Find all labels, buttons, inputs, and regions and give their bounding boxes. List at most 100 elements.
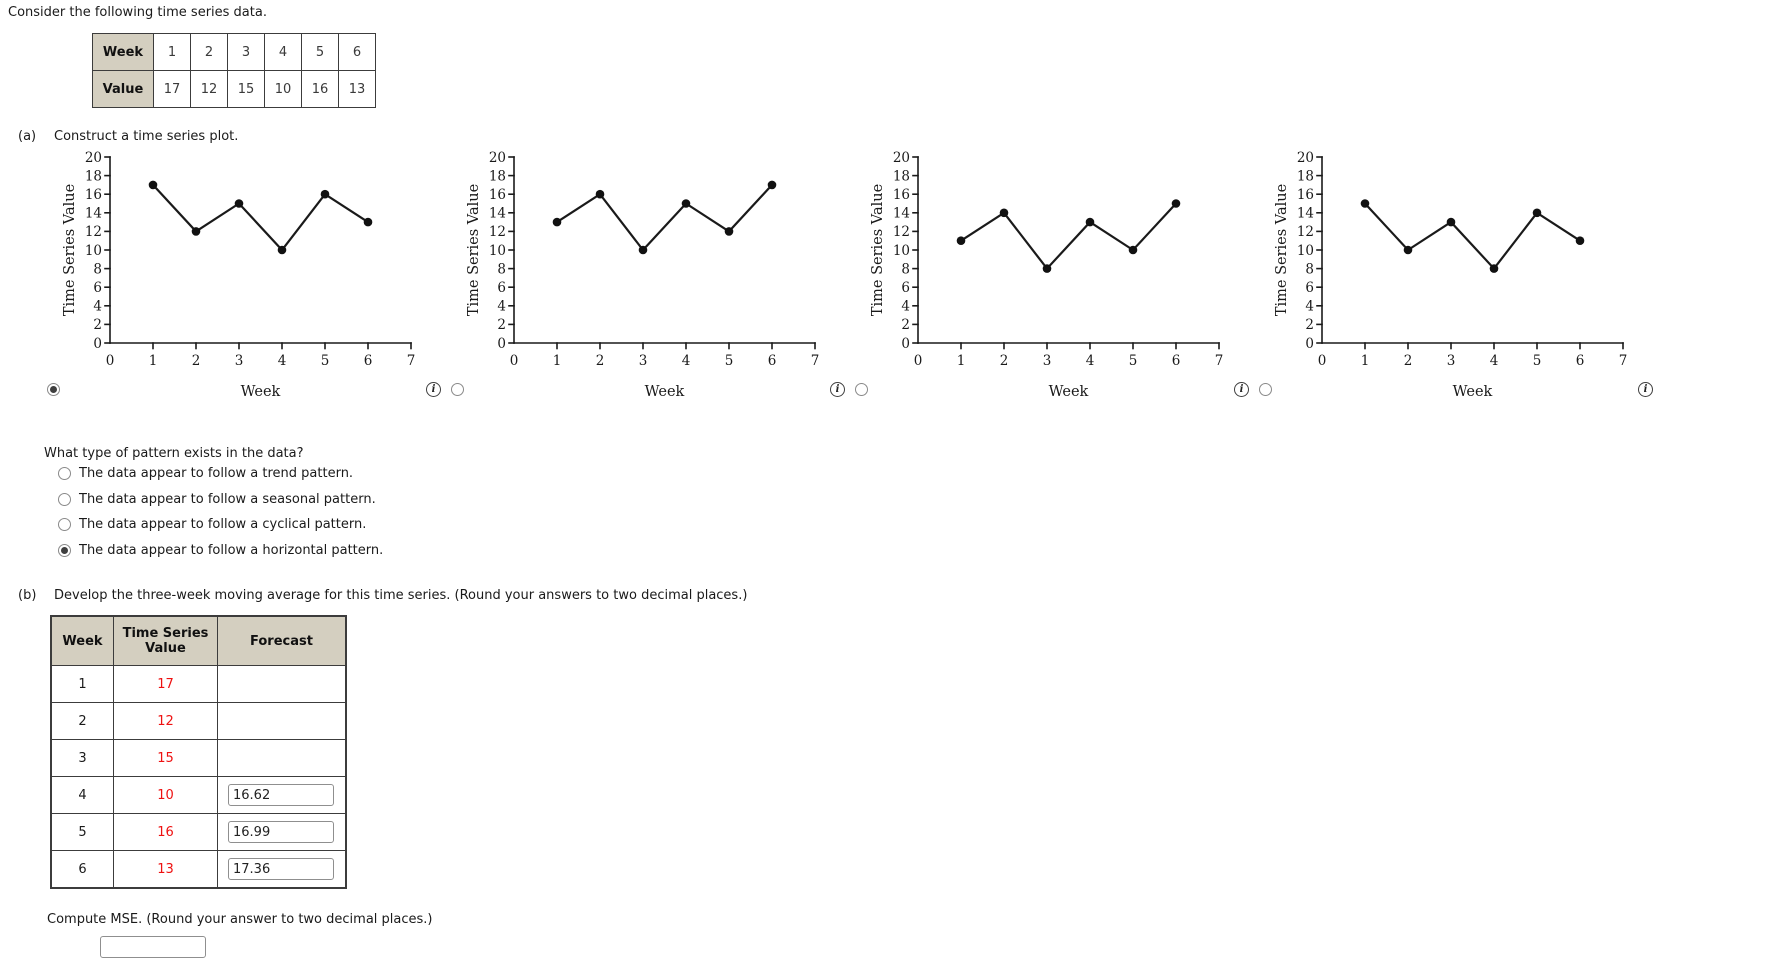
data-point [724,227,734,236]
chart-text: 14 [489,206,506,222]
chart-text: 8 [497,261,506,277]
chart-text: 12 [489,224,506,240]
data-point [1575,236,1585,245]
forecast-input-week-4[interactable] [228,784,334,806]
week-row-header: Week [92,33,154,71]
chart-option-radio-1[interactable] [47,383,60,396]
chart-text: 3 [1043,353,1052,369]
time-series-value-cell: 17 [113,665,218,703]
data-point [681,199,691,208]
week-column-header: Week [50,615,114,666]
table-row: Week Time Series Value Forecast [50,615,347,666]
chart-text: 6 [768,353,777,369]
table-row: 4 10 [50,776,347,814]
pattern-option-label: The data appear to follow a horizontal p… [79,542,384,558]
chart-text: 2 [93,317,102,333]
chart-text: 6 [901,280,910,296]
data-point [1128,245,1138,255]
chart-option-radio-2[interactable] [451,383,464,396]
chart-text: 0 [93,336,102,352]
data-point [595,189,605,199]
pattern-radio-3[interactable] [58,518,71,531]
forecast-input-week-5[interactable] [228,821,334,843]
part-a-prompt: Construct a time series plot. [54,129,239,144]
week-cell: 4 [50,776,114,814]
data-point [234,199,244,208]
chart-text: 20 [893,150,910,166]
mse-input[interactable] [100,936,206,958]
chart-text: 8 [93,261,102,277]
data-point [552,217,562,227]
chart-text: 8 [901,261,910,277]
data-point [1085,217,1095,227]
pattern-radio-2[interactable] [58,492,71,506]
chart-text: 16 [893,187,910,203]
forecast-cell [217,850,347,889]
week-cell: 1 [50,665,114,703]
chart-text: 12 [893,224,910,240]
page-title: Consider the following time series data. [8,5,267,20]
forecast-cell [217,813,347,851]
week-cell: 5 [301,33,339,71]
chart-text: 14 [893,206,910,222]
chart-text: 18 [893,168,910,184]
chart-text: 4 [93,299,102,315]
chart-text: 4 [1305,299,1314,315]
table-row: 1 17 [50,665,347,703]
chart-text: 6 [1172,353,1181,369]
data-point [956,236,966,245]
chart-text: 6 [364,353,373,369]
pattern-option[interactable]: The data appear to follow a trend patter… [58,466,383,481]
chart-text: 0 [1318,353,1327,369]
part-b-label: (b) [18,588,37,603]
chart-text: 0 [497,336,506,352]
chart-text: 18 [85,168,102,184]
chart-text: Week [1049,384,1089,400]
info-icon[interactable]: i [426,382,441,397]
chart-text: 5 [321,353,330,369]
chart-text: 12 [85,224,102,240]
chart-text: 0 [901,336,910,352]
chart-text: 10 [489,243,506,259]
data-point [148,180,158,190]
chart-text: 3 [1447,353,1456,369]
chart-text: 10 [85,243,102,259]
data-point [1360,199,1370,208]
value-cell: 15 [227,70,265,108]
chart-text: 7 [811,353,820,369]
chart-options-row: 0 2 4 6 8 10 12 14 16 18 20 0 1 2 3 4 5 6 7 Time Series Val… [0,133,1653,403]
pattern-radio-1[interactable] [58,467,71,480]
table-row: 2 12 [50,702,347,740]
chart-text: 4 [497,299,506,315]
mse-prompt: Compute MSE. (Round your answer to two d… [47,912,433,927]
pattern-option[interactable]: The data appear to follow a seasonal pat… [58,492,383,507]
info-icon[interactable]: i [1234,382,1249,397]
value-cell: 12 [190,70,228,108]
forecast-cell [217,739,347,777]
chart-text: 10 [1297,243,1314,259]
y-axis-label: Time Series Value [466,184,482,316]
chart-option-radio-4[interactable] [1259,383,1272,396]
chart-option-radio-3[interactable] [855,383,868,396]
data-point [1403,245,1413,255]
chart-text: 0 [1305,336,1314,352]
forecast-cell [217,665,347,703]
value-cell: 17 [153,70,191,108]
pattern-option[interactable]: The data appear to follow a horizontal p… [58,542,384,558]
chart-text: 2 [901,317,910,333]
chart-text: 7 [1215,353,1224,369]
info-icon[interactable]: i [1638,382,1653,397]
data-point [1489,264,1499,273]
table-row: 6 13 [50,850,347,889]
pattern-radio-4[interactable] [58,543,71,557]
time-series-value-cell: 13 [113,850,218,889]
forecast-input-week-6[interactable] [228,858,334,880]
pattern-option[interactable]: The data appear to follow a cyclical pat… [58,517,383,532]
time-series-value-cell: 10 [113,776,218,814]
y-axis-label: Time Series Value [62,184,78,316]
chart-text: 0 [914,353,923,369]
info-icon[interactable]: i [830,382,845,397]
chart-text: 14 [1297,206,1314,222]
